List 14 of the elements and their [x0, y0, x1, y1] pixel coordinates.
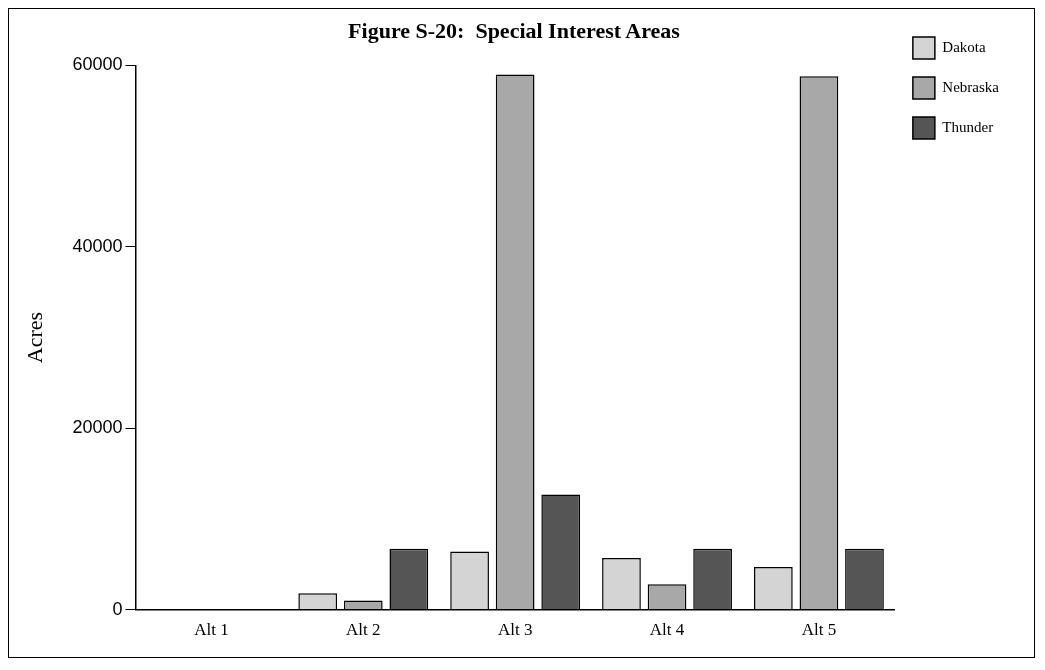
x-tick-label: Alt 5 [801, 620, 837, 640]
legend-label: Nebraska [942, 78, 1000, 95]
x-tick-label: Alt 2 [346, 620, 381, 640]
x-tick-label: Alt 1 [194, 620, 229, 640]
legend-label: Thunder [942, 118, 994, 135]
chart-title: Figure S-20: Special Interest Areas [348, 17, 681, 43]
y-tick-label: 40000 [72, 235, 123, 256]
y-tick-label: 20000 [72, 417, 123, 438]
x-tick-label: Alt 3 [497, 620, 533, 640]
x-tick-label: Alt 4 [649, 620, 685, 640]
y-tick-label: 60000 [72, 54, 123, 75]
legend-label: Dakota [942, 38, 987, 55]
y-axis-title: Acres [21, 311, 47, 364]
y-tick-label: 0 [112, 598, 123, 619]
